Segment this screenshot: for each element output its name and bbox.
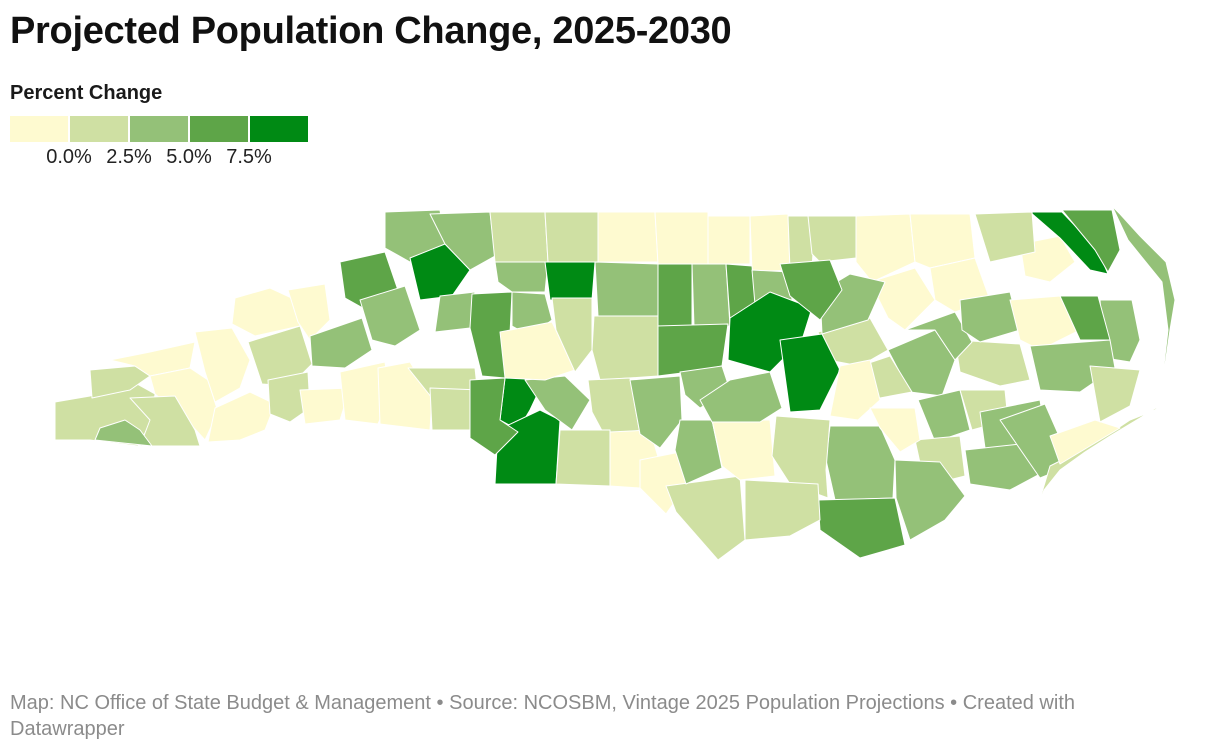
county[interactable] <box>779 259 843 321</box>
county[interactable] <box>267 371 311 423</box>
legend-tick-label: 0.0% <box>46 146 92 168</box>
county[interactable] <box>904 311 973 361</box>
county[interactable] <box>974 211 1036 263</box>
county[interactable] <box>855 213 916 283</box>
county[interactable] <box>691 263 731 327</box>
legend-tick-label: 7.5% <box>226 146 272 168</box>
county[interactable] <box>594 261 659 317</box>
county[interactable] <box>287 283 331 341</box>
footer-separator: • <box>436 692 444 714</box>
county[interactable] <box>309 317 373 369</box>
county[interactable] <box>434 291 476 333</box>
county[interactable] <box>869 407 921 453</box>
county[interactable] <box>489 211 549 263</box>
county[interactable] <box>917 389 971 443</box>
county[interactable] <box>129 395 201 447</box>
county[interactable] <box>494 261 549 293</box>
legend-swatch-5 <box>250 116 308 142</box>
county[interactable] <box>1049 419 1121 465</box>
source-credit: Source: NCOSBM, Vintage 2025 Population … <box>449 692 945 714</box>
county[interactable] <box>817 497 906 559</box>
county[interactable] <box>544 261 596 301</box>
county[interactable] <box>551 297 593 373</box>
county[interactable] <box>429 211 496 271</box>
county[interactable] <box>654 211 709 265</box>
county[interactable] <box>657 263 693 327</box>
created-with-link[interactable]: Created with Datawrapper <box>10 692 1075 740</box>
county[interactable] <box>959 291 1021 343</box>
county[interactable] <box>555 429 611 487</box>
legend-title: Percent Change <box>10 82 163 104</box>
map-title: Projected Population Change, 2025-2030 <box>10 10 732 52</box>
county[interactable] <box>1089 365 1141 423</box>
county[interactable] <box>665 475 746 561</box>
county[interactable] <box>591 315 659 381</box>
county[interactable] <box>1029 211 1109 275</box>
legend-color-scale <box>10 116 310 142</box>
county[interactable] <box>825 425 896 501</box>
county[interactable] <box>771 415 831 499</box>
county[interactable] <box>194 327 251 403</box>
county[interactable] <box>94 419 153 447</box>
county[interactable] <box>231 287 301 337</box>
county[interactable] <box>1111 205 1176 401</box>
county[interactable] <box>1061 209 1121 273</box>
county[interactable] <box>829 359 881 421</box>
footer-separator: • <box>950 692 958 714</box>
county[interactable] <box>597 211 659 263</box>
county[interactable] <box>674 419 723 485</box>
county[interactable] <box>409 243 471 301</box>
county[interactable] <box>499 321 576 381</box>
legend-swatch-3 <box>130 116 188 142</box>
county[interactable] <box>707 215 751 265</box>
legend-tick-label: 2.5% <box>106 146 152 168</box>
county[interactable] <box>744 479 821 541</box>
footer-credits: Map: NC Office of State Budget & Managem… <box>10 690 1190 742</box>
county[interactable] <box>359 285 421 347</box>
county[interactable] <box>89 365 151 399</box>
legend-swatch-4 <box>190 116 248 142</box>
county[interactable] <box>954 339 1031 387</box>
county[interactable] <box>524 375 591 431</box>
legend-tick-label: 5.0% <box>166 146 212 168</box>
county[interactable] <box>207 391 276 443</box>
county[interactable] <box>699 371 783 423</box>
county[interactable] <box>629 375 683 449</box>
county[interactable] <box>894 459 966 541</box>
county[interactable] <box>711 419 776 481</box>
county[interactable] <box>807 215 859 263</box>
map-credit: Map: NC Office of State Budget & Managem… <box>10 692 431 714</box>
legend-tick-labels: 0.0% 2.5% 5.0% 7.5% <box>10 146 310 172</box>
county[interactable] <box>544 211 599 263</box>
county[interactable] <box>869 267 936 331</box>
legend-swatch-1 <box>10 116 68 142</box>
county[interactable] <box>299 387 351 425</box>
legend-swatch-2 <box>70 116 128 142</box>
county[interactable] <box>964 443 1041 491</box>
county-group <box>54 205 1176 561</box>
county[interactable] <box>779 333 841 413</box>
county[interactable] <box>1009 295 1081 351</box>
